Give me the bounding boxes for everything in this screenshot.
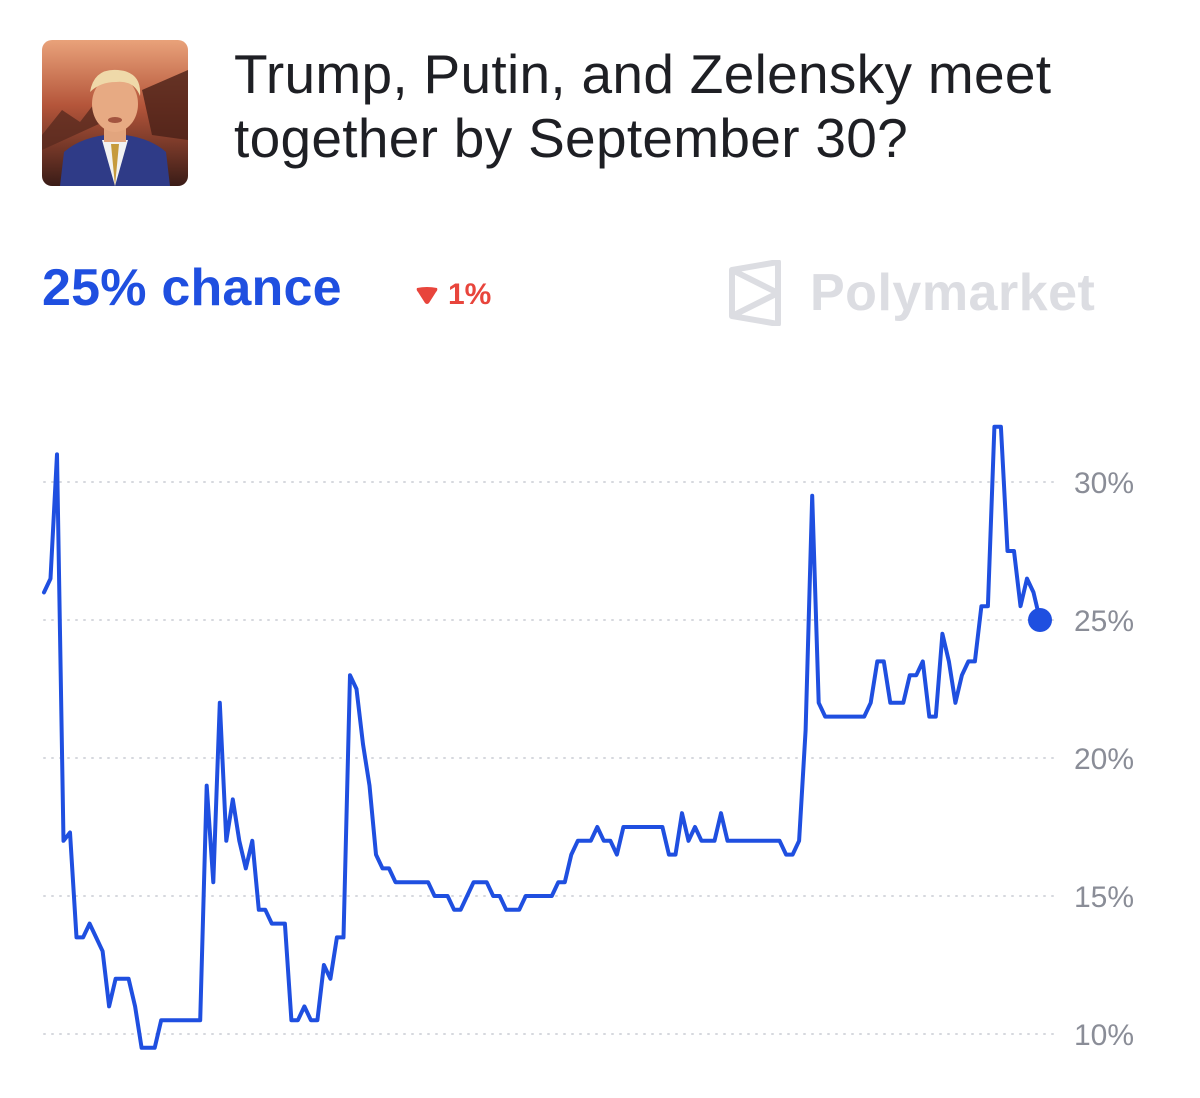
market-title[interactable]: Trump, Putin, and Zelensky meet together…: [234, 43, 1052, 169]
y-tick-label: 15%: [1074, 881, 1134, 914]
brand-name: Polymarket: [810, 264, 1096, 322]
brand: Polymarket: [726, 260, 1095, 326]
polymarket-logo-icon: [729, 260, 781, 326]
change-indicator: 1%: [414, 278, 491, 312]
y-tick-label: 20%: [1074, 743, 1134, 776]
change-value: 1%: [448, 278, 492, 311]
y-tick-label: 30%: [1074, 467, 1134, 500]
chance-value: 25% chance: [42, 259, 342, 317]
chart-grid: [43, 481, 1059, 1035]
market-image[interactable]: [42, 40, 188, 186]
price-chart: 30% 25% 20% 15% 10%: [42, 424, 1134, 1052]
y-tick-label: 25%: [1074, 605, 1134, 638]
y-tick-label: 10%: [1074, 1019, 1134, 1052]
chart-series: [42, 424, 1052, 1050]
triangle-down-icon: [416, 287, 438, 304]
market-header: Trump, Putin, and Zelensky meet together…: [42, 40, 1162, 190]
chart-y-axis: 30% 25% 20% 15% 10%: [1074, 467, 1134, 1052]
series-line: [42, 424, 1042, 1050]
last-point-marker[interactable]: [1028, 608, 1052, 632]
market-stats: 25% chance 1% Polymarket: [42, 258, 1142, 338]
